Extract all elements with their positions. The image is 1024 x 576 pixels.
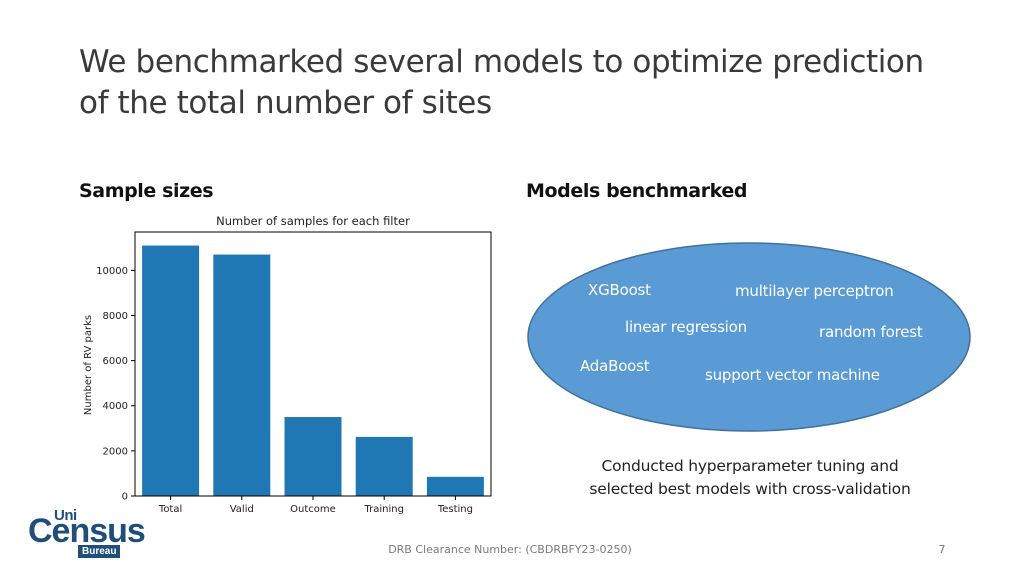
model-multilayer-perceptron: multilayer perceptron (735, 282, 894, 300)
page-number: 7 (938, 543, 946, 556)
logo-main-text: Census (28, 512, 146, 550)
sample-size-bar-chart: Number of samples for each filter Number… (83, 214, 492, 515)
bar-valid (213, 254, 271, 496)
y-tick-label-10000: 10000 (96, 266, 128, 277)
models-benchmarked-heading: Models benchmarked (526, 180, 748, 202)
x-ticks-group: Total Valid Outcome Training Testing (158, 496, 473, 515)
y-ticks-group: 0 2000 4000 6000 8000 10000 (96, 266, 135, 503)
model-support-vector-machine: support vector machine (705, 366, 880, 384)
x-tick-label-testing: Testing (437, 504, 473, 515)
y-axis-label: Number of RV parks (83, 315, 94, 415)
tuning-note: Conducted hyperparameter tuning and sele… (560, 455, 940, 501)
x-tick-label-total: Total (158, 504, 182, 515)
y-tick-label-4000: 4000 (103, 401, 128, 412)
y-tick-label-6000: 6000 (103, 356, 128, 367)
clearance-footer: DRB Clearance Number: (CBDRBFY23-0250) (388, 543, 632, 556)
models-ellipse: XGBoost multilayer perceptron linear reg… (526, 241, 972, 433)
x-tick-label-training: Training (363, 504, 403, 515)
slide-title-line-2: of the total number of sites (79, 85, 492, 121)
bar-testing (426, 476, 484, 496)
y-tick-label-8000: 8000 (103, 311, 128, 322)
model-random-forest: random forest (819, 323, 923, 341)
bars-group (142, 245, 484, 496)
bar-total (142, 245, 200, 496)
tuning-note-line-2: selected best models with cross-validati… (589, 480, 911, 498)
model-xgboost: XGBoost (588, 281, 651, 299)
y-tick-label-0: 0 (122, 492, 128, 503)
model-adaboost: AdaBoost (580, 357, 650, 375)
tuning-note-line-1: Conducted hyperparameter tuning and (601, 457, 899, 475)
x-tick-label-valid: Valid (230, 504, 254, 515)
chart-title: Number of samples for each filter (216, 214, 410, 228)
slide-title: We benchmarked several models to optimiz… (79, 42, 979, 124)
sample-sizes-heading: Sample sizes (79, 180, 214, 202)
logo-top-text: Uni (54, 507, 77, 524)
x-tick-label-outcome: Outcome (290, 504, 336, 515)
y-tick-label-2000: 2000 (103, 446, 128, 457)
model-linear-regression: linear regression (625, 318, 747, 336)
models-ellipse-shape (527, 242, 971, 432)
bar-training (355, 436, 413, 496)
bar-outcome (284, 417, 342, 496)
slide-title-line-1: We benchmarked several models to optimiz… (79, 44, 924, 80)
logo-bottom-text: Bureau (78, 545, 121, 558)
census-bureau-logo: Uni Census Bureau (28, 507, 148, 559)
plot-frame (134, 231, 492, 497)
